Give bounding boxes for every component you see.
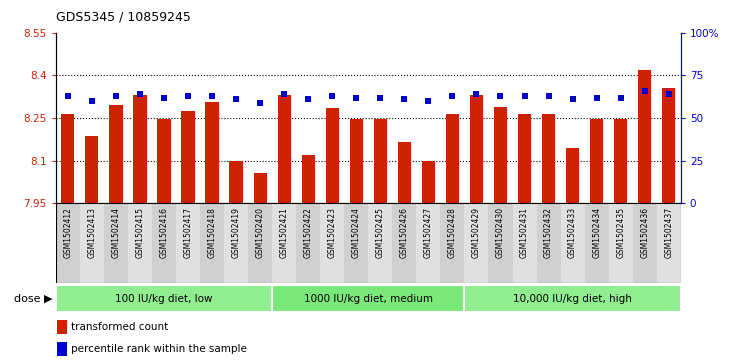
Text: GSM1502434: GSM1502434 — [592, 207, 601, 258]
Bar — [301, 155, 315, 203]
Bar — [229, 161, 243, 203]
Bar — [494, 107, 507, 203]
Text: GSM1502430: GSM1502430 — [496, 207, 505, 258]
Bar — [133, 95, 147, 203]
Text: GSM1502422: GSM1502422 — [304, 207, 312, 258]
Bar — [56, 285, 272, 313]
Bar — [470, 95, 483, 203]
Bar — [205, 102, 219, 203]
Bar — [657, 203, 681, 283]
Text: GSM1502423: GSM1502423 — [327, 207, 337, 258]
Text: 10,000 IU/kg diet, high: 10,000 IU/kg diet, high — [513, 294, 632, 303]
Text: GSM1502431: GSM1502431 — [520, 207, 529, 258]
Bar — [662, 88, 676, 203]
Bar — [61, 114, 74, 203]
Bar — [272, 203, 296, 283]
Text: GSM1502436: GSM1502436 — [640, 207, 650, 258]
Bar — [344, 203, 368, 283]
Text: GSM1502428: GSM1502428 — [448, 207, 457, 258]
Text: GSM1502435: GSM1502435 — [616, 207, 625, 258]
Text: GSM1502413: GSM1502413 — [87, 207, 97, 258]
Bar — [109, 105, 123, 203]
Text: dose ▶: dose ▶ — [13, 294, 52, 303]
Bar — [57, 321, 67, 334]
Bar — [518, 114, 531, 203]
Bar — [373, 119, 387, 203]
Text: GSM1502419: GSM1502419 — [231, 207, 240, 258]
Text: GDS5345 / 10859245: GDS5345 / 10859245 — [56, 11, 190, 24]
Text: GSM1502437: GSM1502437 — [664, 207, 673, 258]
Bar — [560, 203, 585, 283]
Bar — [464, 285, 681, 313]
Bar — [104, 203, 128, 283]
Text: GSM1502416: GSM1502416 — [159, 207, 168, 258]
Bar — [464, 203, 489, 283]
Text: GSM1502412: GSM1502412 — [63, 207, 72, 258]
Bar — [440, 203, 464, 283]
Bar — [182, 111, 195, 203]
Text: GSM1502420: GSM1502420 — [256, 207, 265, 258]
Bar — [224, 203, 248, 283]
Text: GSM1502426: GSM1502426 — [400, 207, 409, 258]
Text: GSM1502421: GSM1502421 — [280, 207, 289, 258]
Text: 100 IU/kg diet, low: 100 IU/kg diet, low — [115, 294, 213, 303]
Bar — [489, 203, 513, 283]
Bar — [566, 148, 580, 203]
Bar — [152, 203, 176, 283]
Bar — [86, 136, 98, 203]
Bar — [392, 203, 417, 283]
Bar — [536, 203, 560, 283]
Text: GSM1502415: GSM1502415 — [135, 207, 144, 258]
Bar — [56, 203, 80, 283]
Text: GSM1502414: GSM1502414 — [112, 207, 121, 258]
Bar — [176, 203, 200, 283]
Bar — [80, 203, 104, 283]
Bar — [200, 203, 224, 283]
Text: GSM1502429: GSM1502429 — [472, 207, 481, 258]
Bar — [296, 203, 320, 283]
Bar — [614, 119, 627, 203]
Bar — [248, 203, 272, 283]
Text: GSM1502424: GSM1502424 — [352, 207, 361, 258]
Bar — [398, 142, 411, 203]
Bar — [326, 108, 339, 203]
Bar — [278, 95, 291, 203]
Bar — [422, 161, 435, 203]
Text: GSM1502433: GSM1502433 — [568, 207, 577, 258]
Text: GSM1502425: GSM1502425 — [376, 207, 385, 258]
Bar — [350, 119, 363, 203]
Text: GSM1502418: GSM1502418 — [208, 207, 217, 258]
Bar — [585, 203, 609, 283]
Text: GSM1502417: GSM1502417 — [184, 207, 193, 258]
Bar — [609, 203, 632, 283]
Text: 1000 IU/kg diet, medium: 1000 IU/kg diet, medium — [304, 294, 433, 303]
Bar — [320, 203, 344, 283]
Text: transformed count: transformed count — [71, 322, 168, 332]
Bar — [513, 203, 536, 283]
Bar — [638, 70, 651, 203]
Text: percentile rank within the sample: percentile rank within the sample — [71, 344, 247, 354]
Bar — [417, 203, 440, 283]
Bar — [590, 119, 603, 203]
Bar — [128, 203, 152, 283]
Bar — [158, 119, 170, 203]
Bar — [632, 203, 657, 283]
Bar — [368, 203, 392, 283]
Bar — [57, 342, 67, 356]
Bar — [542, 114, 555, 203]
Text: GSM1502432: GSM1502432 — [544, 207, 553, 258]
Bar — [446, 114, 459, 203]
Bar — [254, 174, 267, 203]
Text: GSM1502427: GSM1502427 — [424, 207, 433, 258]
Bar — [272, 285, 464, 313]
